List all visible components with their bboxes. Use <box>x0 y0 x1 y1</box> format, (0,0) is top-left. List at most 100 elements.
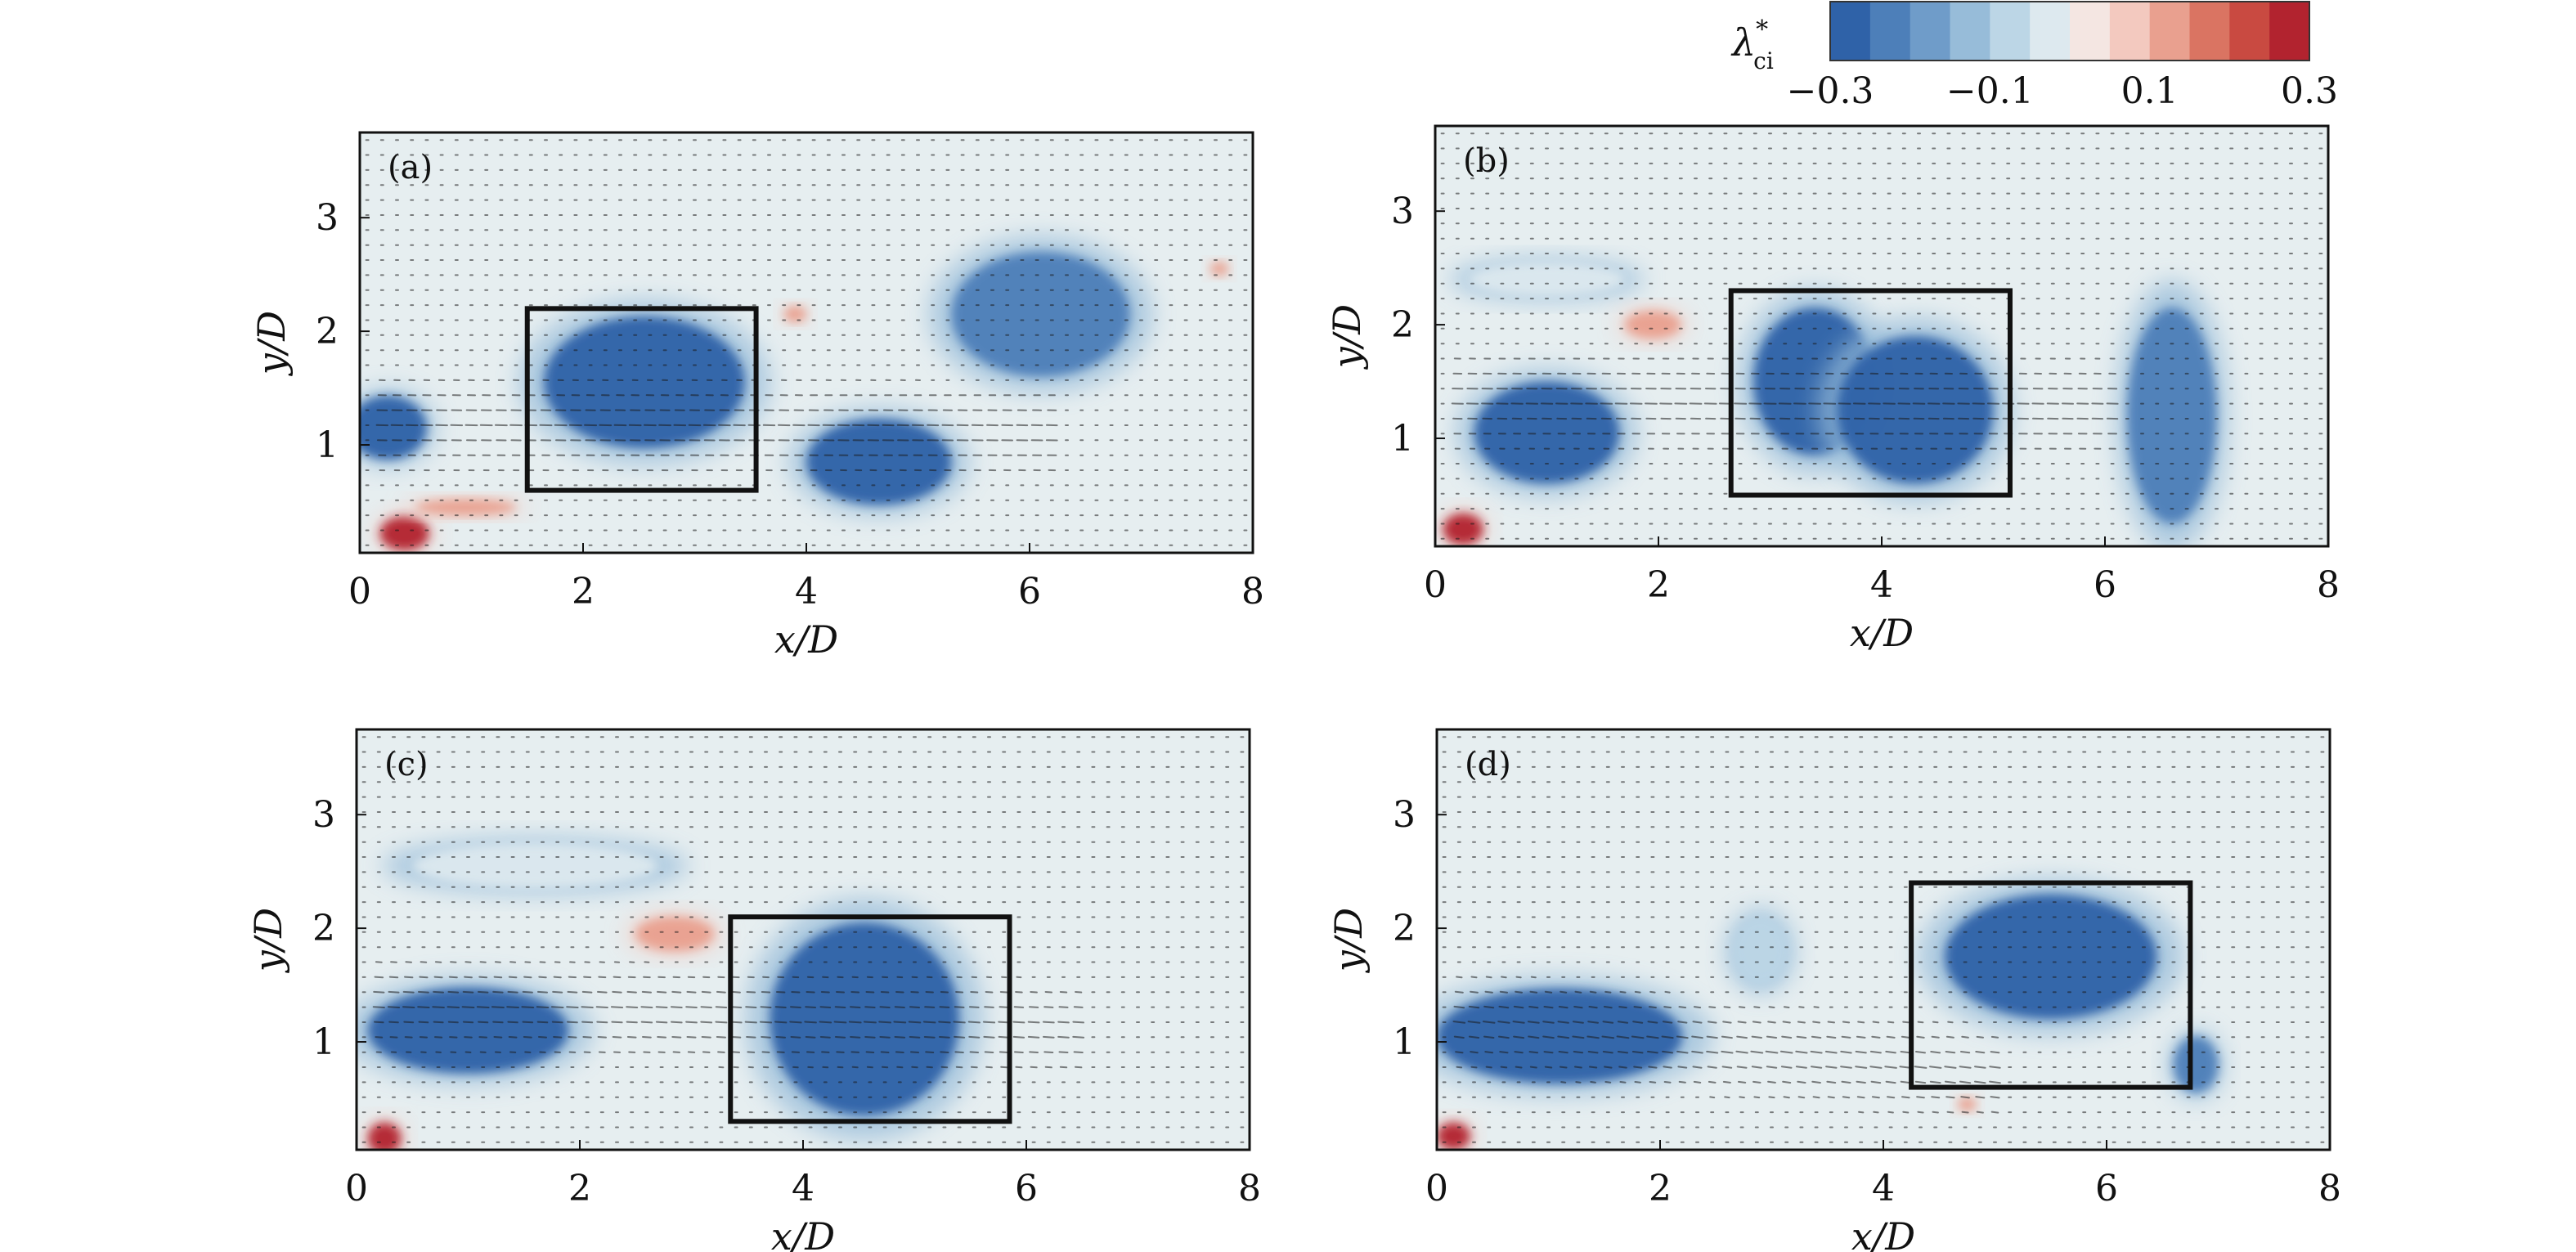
x-axis-label: x/D <box>771 1214 835 1252</box>
x-axis-label: x/D <box>774 617 838 662</box>
colorbar-ticks: −0.3 −0.1 0.1 0.3 <box>1787 70 2338 112</box>
x-tick-label: 6 <box>1018 571 1041 613</box>
vortex-core <box>1625 311 1681 339</box>
vortex-core <box>412 842 658 889</box>
y-tick-label: 1 <box>316 424 339 466</box>
colorbar-swatch <box>2189 2 2230 61</box>
colorbar-frame <box>1829 1 2310 61</box>
vortex-core <box>770 922 960 1116</box>
y-axis-label: y/D <box>249 311 294 376</box>
colorbar-swatch <box>1869 2 1911 61</box>
x-tick-label: 8 <box>2318 1168 2341 1209</box>
vortex-core <box>415 499 517 516</box>
colorbar: λ* ci −0.3 −0.1 0.1 0.3 <box>1730 1 2338 112</box>
vortex-core <box>379 516 429 551</box>
x-tick-label: 4 <box>1872 1168 1895 1209</box>
colorbar-swatch <box>2030 2 2071 61</box>
vortex-core <box>806 419 952 505</box>
vortex-core <box>1443 513 1483 545</box>
vortex-core <box>2127 307 2217 524</box>
y-tick-label: 2 <box>316 311 339 352</box>
x-axis-label: x/D <box>1851 1214 1915 1252</box>
x-tick-label: 8 <box>2317 564 2340 606</box>
panel-label: (a) <box>388 149 433 186</box>
panel-label: (d) <box>1465 746 1511 783</box>
y-axis-label: y/D <box>1325 304 1369 370</box>
panel-a: (a) 0 2 4 6 8 1 2 3 x/D y/D <box>249 131 1264 662</box>
colorbar-tick-label: 0.3 <box>2281 70 2338 112</box>
vortex-core <box>544 316 745 449</box>
y-tick-label: 3 <box>316 197 339 239</box>
colorbar-swatch <box>2229 2 2270 61</box>
y-tick-label: 1 <box>312 1021 335 1063</box>
vortex-core <box>2173 1036 2219 1093</box>
highlight-box <box>524 306 759 493</box>
highlight-box <box>1728 288 2013 498</box>
x-tick-label: 4 <box>795 571 818 613</box>
vortex-core <box>1958 1097 1977 1111</box>
vortex-core <box>367 987 569 1074</box>
y-axis-label: y/D <box>1326 908 1371 973</box>
vortex-core <box>1945 894 2157 1020</box>
colorbar-swatch <box>1910 2 1951 61</box>
y-axis-label: y/D <box>246 908 290 973</box>
vortex-core <box>1210 262 1228 276</box>
y-tick-label: 3 <box>312 794 335 836</box>
x-tick-label: 4 <box>792 1168 815 1209</box>
x-tick-label: 0 <box>1424 564 1447 606</box>
panel-d: (d) 0 2 4 6 8 1 2 3 x/D y/D <box>1326 728 2341 1252</box>
x-tick-label: 2 <box>1647 564 1670 606</box>
vortex-core <box>635 917 714 951</box>
highlight-box <box>728 914 1012 1124</box>
y-tick-label: 1 <box>1393 1021 1416 1063</box>
x-axis-label: x/D <box>1850 611 1914 655</box>
vortex-core <box>951 251 1130 377</box>
x-tick-label: 2 <box>572 571 595 613</box>
vorticity-field <box>357 837 984 1150</box>
x-tick-label: 4 <box>1870 564 1893 606</box>
highlight-box <box>1909 880 2193 1090</box>
panel-label: (b) <box>1463 142 1510 180</box>
y-tick-label: 1 <box>1391 418 1414 460</box>
vortex-core <box>360 396 427 460</box>
x-tick-label: 8 <box>1238 1168 1261 1209</box>
x-tick-label: 0 <box>1425 1168 1448 1209</box>
vortex-core <box>1474 381 1620 484</box>
x-tick-label: 0 <box>348 571 371 613</box>
colorbar-swatch <box>2149 2 2191 61</box>
x-tick-label: 0 <box>345 1168 368 1209</box>
velocity-vectors <box>361 736 1245 1143</box>
colorbar-tick-label: 0.1 <box>2121 70 2179 112</box>
vortex-core <box>1468 262 1626 297</box>
vortex-core <box>1437 1122 1470 1150</box>
vortex-core <box>1732 917 1788 985</box>
x-tick-label: 8 <box>1241 571 1264 613</box>
colorbar-swatches <box>1829 1 2310 61</box>
x-tick-label: 6 <box>1015 1168 1038 1209</box>
vorticity-field <box>1438 258 2228 546</box>
x-tick-label: 6 <box>2094 564 2116 606</box>
velocity-vectors <box>1440 132 2323 540</box>
y-tick-label: 3 <box>1393 794 1416 836</box>
colorbar-swatch <box>2070 2 2111 61</box>
panel-b: (b) 0 2 4 6 8 1 2 3 x/D y/D <box>1325 124 2340 655</box>
x-tick-label: 6 <box>2095 1168 2118 1209</box>
y-tick-label: 2 <box>1391 304 1414 346</box>
colorbar-tick-label: −0.3 <box>1787 70 1874 112</box>
colorbar-swatch <box>1830 2 1871 61</box>
colorbar-swatch <box>2109 2 2151 61</box>
velocity-vectors <box>1442 736 2325 1143</box>
colorbar-swatch <box>2269 2 2310 61</box>
y-tick-label: 2 <box>1393 908 1416 949</box>
panel-label: (c) <box>384 746 429 783</box>
colorbar-tick-label: −0.1 <box>1946 70 2034 112</box>
colorbar-swatch <box>1950 2 1990 61</box>
y-tick-label: 2 <box>312 908 335 949</box>
panel-c: (c) 0 2 4 6 8 1 2 3 x/D y/D <box>246 728 1261 1252</box>
x-tick-label: 2 <box>568 1168 591 1209</box>
colorbar-swatch <box>1990 2 2031 61</box>
x-tick-label: 2 <box>1649 1168 1672 1209</box>
vortex-core <box>783 306 806 322</box>
y-tick-label: 3 <box>1391 191 1414 232</box>
